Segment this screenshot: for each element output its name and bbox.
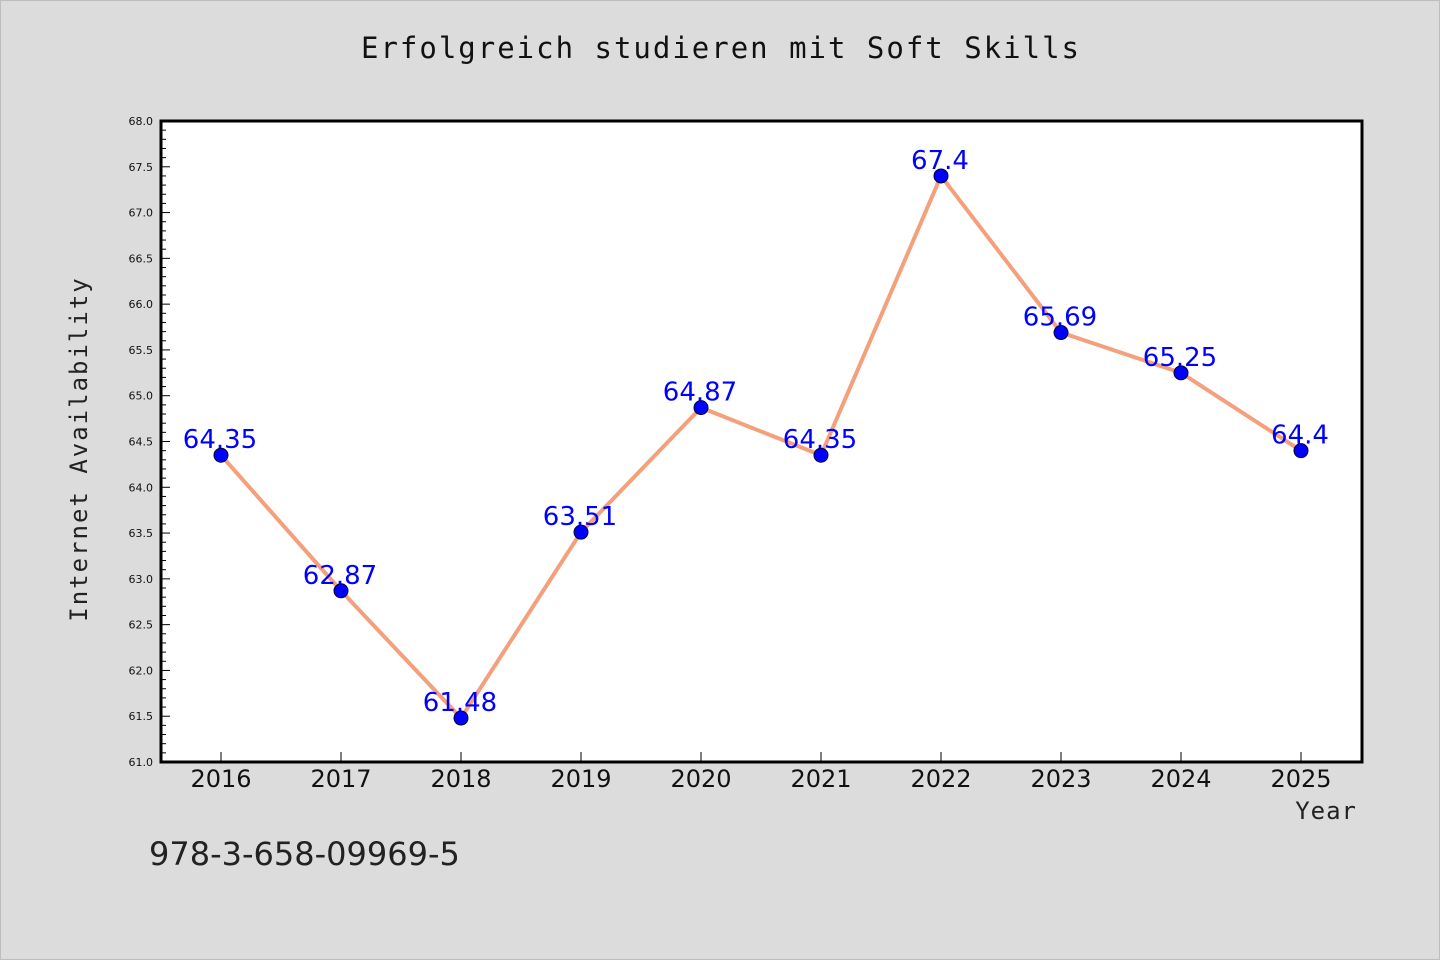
data-label: 64.87 [663,378,737,408]
x-tick-label: 2025 [1270,765,1331,793]
x-tick-label: 2021 [790,765,851,793]
isbn-text: 978-3-658-09969-5 [149,835,460,873]
data-label: 67.4 [911,146,969,176]
y-tick-label: 67.5 [129,161,154,174]
y-tick-label: 65.5 [129,344,154,357]
data-labels: 64.35 62.87 61.48 63.51 64.87 64.35 67.4 65.69 6… [183,146,1329,718]
y-tick-label: 62.5 [129,619,154,632]
data-label: 64.4 [1271,421,1329,451]
data-label: 65.25 [1143,343,1217,373]
data-label: 63.51 [543,502,617,532]
data-point [813,447,829,463]
x-tick-label: 2019 [550,765,611,793]
chart-title: Erfolgreich studieren mit Soft Skills [360,31,1081,65]
y-tick-label: 66.5 [129,252,154,265]
plot-area [159,119,1364,764]
data-point [1053,325,1069,341]
y-tick-label: 67.0 [129,207,154,220]
data-point [333,583,349,599]
y-tick-label: 63.0 [129,573,154,586]
data-point [573,524,589,540]
data-label: 64.35 [183,425,257,455]
data-point [213,447,229,463]
data-label: 61.48 [423,688,497,718]
y-tick-label: 64.5 [129,436,154,449]
data-point [933,168,949,184]
series-group [213,168,1309,726]
data-label: 62.87 [303,561,377,591]
y-tick-label: 61.0 [129,756,154,769]
y-tick-label: 63.5 [129,527,154,540]
x-axis-ticks: 2016 2017 2018 2019 2020 2021 2022 2023 2024 2025 [190,752,1332,793]
data-label: 64.35 [783,425,857,455]
x-tick-label: 2023 [1030,765,1091,793]
data-point [453,710,469,726]
data-point [1293,443,1309,459]
x-tick-label: 2024 [1150,765,1211,793]
y-tick-label: 64.0 [129,481,154,494]
y-tick-label: 68.0 [129,115,154,128]
data-label: 65.69 [1023,303,1097,333]
y-axis-ticks: 61.0 61.5 62.0 62.5 63.0 63.5 64.0 64.5 65.0 65.5… [129,115,170,769]
y-tick-label: 62.0 [129,664,154,677]
series-line [219,173,1303,721]
x-axis-label: Year [1295,797,1357,825]
x-tick-label: 2022 [910,765,971,793]
x-tick-label: 2017 [310,765,371,793]
y-tick-label: 65.0 [129,390,154,403]
x-tick-label: 2018 [430,765,491,793]
y-tick-label: 66.0 [129,298,154,311]
data-point [1173,365,1189,381]
x-tick-label: 2020 [670,765,731,793]
data-point [693,400,709,416]
x-tick-label: 2016 [190,765,251,793]
y-tick-label: 61.5 [129,710,154,723]
